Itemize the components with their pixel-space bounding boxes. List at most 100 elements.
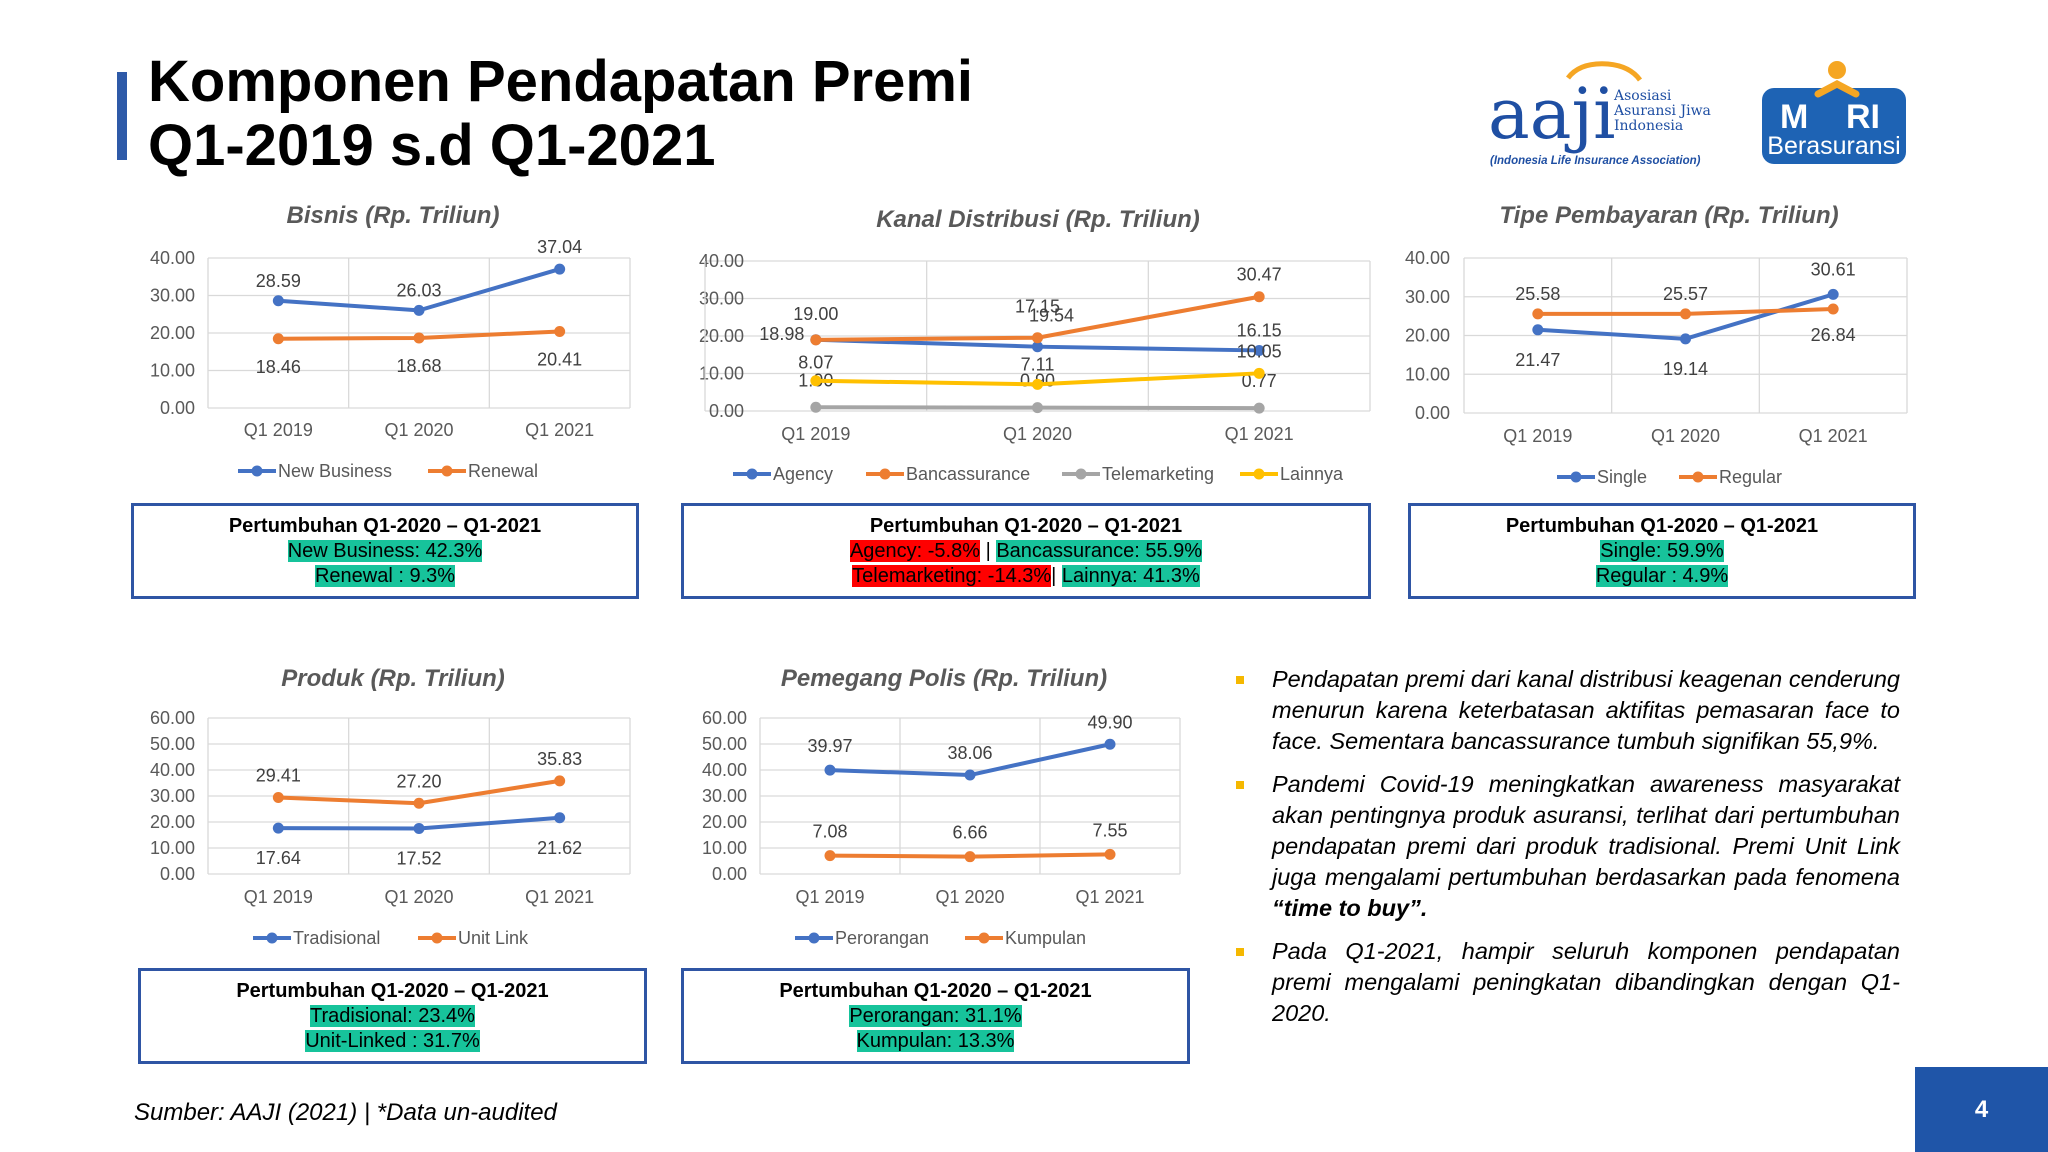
tipe-legend-label: Single (1597, 467, 1647, 487)
pemegang-xtick-label: Q1 2019 (795, 887, 864, 907)
pemegang-data-label: 39.97 (807, 736, 852, 756)
aaji-logo: aaji Asosiasi Asuransi Jiwa Indonesia (I… (1488, 61, 1711, 167)
growth-title-kanal: Pertumbuhan Q1-2020 – Q1-2021 (869, 515, 1183, 537)
growth-box-bisnis: Pertumbuhan Q1-2020 – Q1-2021 New Busine… (131, 503, 639, 599)
kanal-data-point (1253, 402, 1265, 414)
kanal-xtick-label: Q1 2019 (781, 424, 850, 444)
kanal-data-label: 17.15 (1015, 297, 1060, 317)
pemegang-legend-label: Perorangan (835, 928, 929, 948)
produk-data-point (554, 812, 566, 824)
growth-title-bisnis: Pertumbuhan Q1-2020 – Q1-2021 (228, 515, 542, 537)
growth-perorangan: Perorangan: 31.1% (849, 1005, 1022, 1027)
produk-xtick-label: Q1 2021 (525, 887, 594, 907)
produk-data-label: 17.64 (256, 848, 301, 868)
growth-box-kanal: Pertumbuhan Q1-2020 – Q1-2021 Agency: -5… (681, 503, 1371, 599)
produk-legend-label: Tradisional (293, 928, 380, 948)
tipe-ytick-label: 30.00 (1405, 287, 1450, 307)
kanal-data-label: 30.47 (1237, 265, 1282, 285)
bisnis-data-point (272, 295, 284, 307)
tipe-data-point (1532, 308, 1544, 320)
tipe-ytick-label: 0.00 (1415, 403, 1450, 423)
source-note: Sumber: AAJI (2021) | *Data un-audited (134, 1099, 557, 1126)
kanal-data-label: 19.54 (1029, 306, 1074, 326)
pemegang-data-point (824, 850, 836, 862)
produk-ytick-label: 30.00 (150, 786, 195, 806)
chart-title-bisnis: Bisnis (Rp. Triliun) (286, 202, 500, 229)
kanal-data-label: 8.07 (798, 353, 833, 373)
bisnis-xtick-label: Q1 2021 (525, 420, 594, 440)
kanal-data-point (1032, 378, 1043, 390)
tipe-data-label: 25.57 (1663, 284, 1708, 304)
growth-lainnya: Lainnya: 41.3% (1061, 565, 1200, 587)
tipe-data-label: 26.84 (1811, 325, 1856, 345)
growth-bancassurance: Bancassurance: 55.9% (996, 540, 1203, 562)
bisnis-legend-marker (441, 465, 453, 477)
tipe-ytick-label: 10.00 (1405, 364, 1450, 384)
kanal-ytick-label: 40.00 (699, 251, 744, 271)
mari-berasuransi: Berasuransi (1767, 132, 1900, 160)
pemegang-legend-label: Kumpulan (1005, 928, 1086, 948)
bullet-text-1: Pendapatan premi dari kanal distribusi k… (1272, 666, 1900, 754)
pemegang-ytick-label: 0.00 (712, 864, 747, 884)
produk-xtick-label: Q1 2020 (384, 887, 453, 907)
aaji-line3: Indonesia (1614, 118, 1683, 134)
bullet-item: Pendapatan premi dari kanal distribusi k… (1232, 664, 1900, 757)
tipe-data-point (1827, 303, 1839, 315)
growth-box-pemegang: Pertumbuhan Q1-2020 – Q1-2021 Perorangan… (681, 968, 1190, 1064)
pemegang-ytick-label: 60.00 (702, 708, 747, 728)
produk-data-point (554, 775, 566, 787)
bisnis-ytick-label: 0.00 (160, 398, 195, 418)
tipe-ytick-label: 40.00 (1405, 248, 1450, 268)
bisnis-data-point (272, 333, 284, 345)
page-number: 4 (1915, 1067, 2048, 1152)
produk-legend-marker (266, 932, 278, 944)
produk-data-label: 29.41 (256, 766, 301, 786)
produk-ytick-label: 60.00 (150, 708, 195, 728)
kanal-data-label: 19.00 (793, 304, 838, 324)
pemegang-data-label: 7.08 (812, 822, 847, 842)
produk-xtick-label: Q1 2019 (244, 887, 313, 907)
bisnis-ytick-label: 20.00 (150, 323, 195, 343)
bisnis-data-label: 26.03 (396, 280, 441, 300)
pemegang-legend-marker (808, 932, 820, 944)
produk-data-point (272, 792, 284, 804)
kanal-ytick-label: 20.00 (699, 326, 744, 346)
kanal-ytick-label: 30.00 (699, 289, 744, 309)
pemegang-data-point (1104, 848, 1116, 860)
produk-ytick-label: 0.00 (160, 864, 195, 884)
pemegang-data-label: 7.55 (1092, 820, 1127, 840)
bullet-marker (1236, 676, 1244, 684)
kanal-legend-marker (746, 468, 758, 480)
kanal-data-point (1253, 367, 1265, 379)
kanal-legend-label: Telemarketing (1102, 464, 1214, 484)
tipe-xtick-label: Q1 2019 (1503, 426, 1572, 446)
growth-separator: | (980, 540, 997, 562)
growth-kumpulan: Kumpulan: 13.3% (856, 1030, 1015, 1052)
growth-tradisional: Tradisional: 23.4% (310, 1005, 475, 1027)
kanal-data-point (1032, 341, 1043, 353)
produk-legend-marker (431, 932, 443, 944)
pemegang-xtick-label: Q1 2021 (1075, 887, 1144, 907)
tipe-legend-label: Regular (1719, 467, 1782, 487)
growth-agency: Agency: -5.8% (849, 540, 981, 562)
tipe-data-label: 30.61 (1811, 259, 1856, 279)
pemegang-data-point (964, 769, 976, 781)
kanal-data-point (1032, 402, 1043, 414)
bisnis-data-point (413, 332, 425, 344)
kanal-data-point (810, 375, 822, 387)
bisnis-xtick-label: Q1 2019 (244, 420, 313, 440)
commentary-bullets: Pendapatan premi dari kanal distribusi k… (1232, 664, 1900, 1041)
pemegang-ytick-label: 40.00 (702, 760, 747, 780)
tipe-data-point (1532, 324, 1544, 336)
bisnis-data-label: 37.04 (537, 237, 582, 257)
growth-title-pemegang: Pertumbuhan Q1-2020 – Q1-2021 (779, 980, 1092, 1002)
pemegang-ytick-label: 50.00 (702, 734, 747, 754)
kanal-data-point (810, 401, 822, 413)
growth-title-tipe: Pertumbuhan Q1-2020 – Q1-2021 (1505, 515, 1819, 537)
bisnis-legend-label: New Business (278, 461, 392, 481)
aaji-wordmark: aaji (1488, 73, 1616, 155)
produk-ytick-label: 10.00 (150, 838, 195, 858)
aaji-line1: Asosiasi (1613, 88, 1672, 104)
tipe-legend-marker (1570, 471, 1582, 483)
produk-data-label: 27.20 (396, 771, 441, 791)
